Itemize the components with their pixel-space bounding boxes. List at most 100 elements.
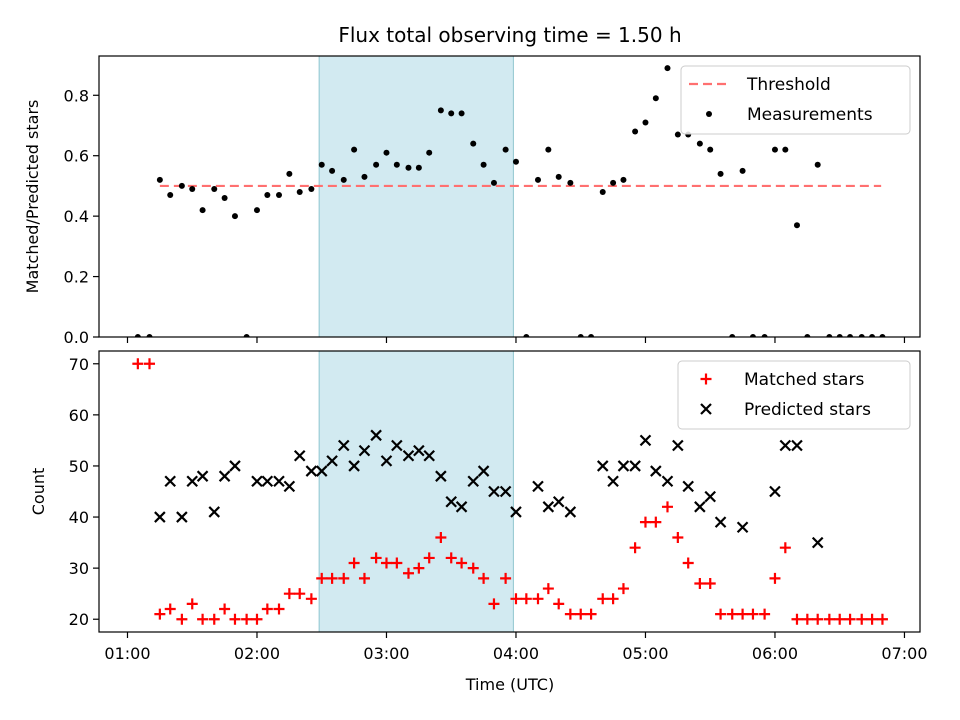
- y-tick-label: 0.2: [64, 268, 89, 287]
- data-point: [358, 572, 370, 584]
- data-point: [610, 179, 617, 186]
- data-point: [617, 583, 629, 595]
- x-axis-label: Time (UTC): [465, 675, 554, 694]
- data-point: [467, 475, 480, 488]
- data-point: [197, 613, 209, 625]
- data-point: [326, 572, 338, 584]
- data-point: [736, 521, 749, 534]
- data-point: [293, 449, 306, 462]
- data-point: [413, 562, 425, 574]
- data-point: [769, 485, 781, 498]
- data-point: [674, 131, 681, 138]
- data-point: [620, 176, 627, 183]
- data-point: [480, 161, 487, 168]
- x-tick-label: 01:00: [104, 644, 150, 663]
- data-point: [132, 358, 144, 370]
- data-point: [869, 334, 876, 337]
- data-point: [154, 608, 166, 620]
- data-point: [652, 95, 659, 102]
- data-point: [146, 334, 153, 337]
- data-point: [639, 434, 652, 447]
- data-point: [682, 557, 694, 569]
- data-point: [283, 588, 295, 600]
- data-point: [294, 588, 306, 600]
- series-measurements: [134, 65, 886, 337]
- data-point: [283, 480, 296, 493]
- data-point: [448, 110, 455, 117]
- data-point: [231, 213, 238, 220]
- legend-label: Matched stars: [744, 370, 864, 390]
- data-point: [251, 475, 263, 488]
- data-point: [402, 567, 414, 579]
- legend-swatch: [706, 111, 712, 117]
- data-point: [804, 334, 811, 337]
- data-point: [218, 470, 231, 482]
- legend-box: [680, 65, 911, 135]
- data-point: [196, 470, 209, 482]
- data-point: [791, 439, 803, 452]
- data-point: [672, 531, 684, 543]
- y-tick-label: 50: [69, 457, 89, 476]
- data-point: [661, 501, 673, 513]
- data-point: [639, 516, 651, 528]
- data-point: [467, 562, 479, 574]
- data-point: [793, 222, 800, 229]
- data-point: [326, 455, 338, 467]
- data-point: [167, 191, 174, 198]
- data-point: [178, 182, 185, 189]
- data-point: [435, 531, 447, 543]
- data-point: [253, 207, 260, 214]
- data-point: [552, 495, 565, 508]
- data-point: [370, 429, 382, 442]
- observing-window-band: [318, 55, 514, 338]
- data-point: [221, 195, 228, 202]
- data-point: [273, 603, 285, 615]
- x-tick-label: 04:00: [493, 644, 539, 663]
- legend-label: Predicted stars: [744, 400, 871, 420]
- legend-swatch: [700, 403, 712, 415]
- observing-window-band: [318, 350, 514, 633]
- data-point: [801, 613, 813, 625]
- data-point: [575, 608, 587, 620]
- data-point: [629, 542, 641, 554]
- y-tick-label: 0.4: [64, 207, 89, 226]
- data-point: [759, 608, 771, 620]
- y-tick-label: 30: [69, 559, 89, 578]
- data-point: [405, 164, 412, 171]
- data-point: [348, 557, 360, 569]
- data-point: [844, 613, 856, 625]
- data-point: [499, 485, 512, 498]
- data-point: [455, 501, 468, 513]
- data-point: [199, 207, 206, 214]
- data-point: [672, 439, 684, 452]
- data-point: [704, 577, 716, 589]
- data-point: [836, 334, 843, 337]
- data-point: [380, 557, 392, 569]
- data-point: [373, 161, 380, 168]
- top-panel: 0.0 0.2 0.4 0.6 0.8 Matched/Predicted stars Th…: [23, 55, 921, 347]
- data-point: [749, 334, 756, 337]
- data-point: [488, 598, 500, 610]
- data-point: [413, 444, 425, 457]
- data-point: [771, 146, 778, 153]
- data-point: [156, 176, 163, 183]
- data-point: [876, 613, 888, 625]
- x-tick-label: 05:00: [622, 644, 668, 663]
- data-point: [286, 170, 293, 177]
- data-point: [380, 455, 393, 467]
- data-point: [704, 490, 716, 503]
- data-point: [834, 613, 846, 625]
- y-tick-label: 0.0: [64, 328, 89, 347]
- y-tick-label: 70: [69, 355, 89, 374]
- y-axis-label: Count: [29, 468, 48, 516]
- data-point: [607, 475, 619, 488]
- legend-swatch: [700, 373, 712, 385]
- data-point: [477, 465, 490, 477]
- legend-label: Measurements: [747, 105, 873, 125]
- data-point: [426, 149, 433, 156]
- data-point: [264, 191, 271, 198]
- y-tick-label: 20: [69, 610, 89, 629]
- data-point: [858, 334, 865, 337]
- data-point: [229, 460, 241, 472]
- data-point: [251, 613, 263, 625]
